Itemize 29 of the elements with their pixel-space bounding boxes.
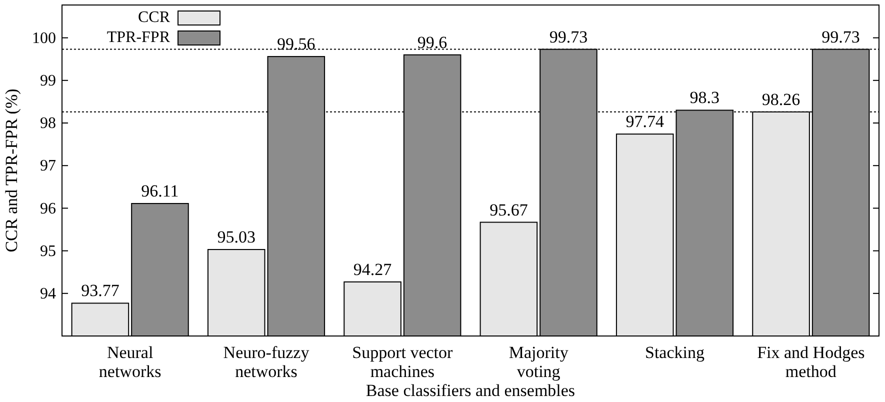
x-tick-label: Support vector machines [352, 343, 454, 381]
data-label: 99.73 [822, 27, 860, 46]
data-label: 99.6 [417, 32, 448, 52]
legend-label: CCR [138, 9, 170, 26]
data-label: 93.77 [81, 281, 120, 300]
data-label: 96.11 [141, 182, 179, 201]
y-axis-title: CCR and TPR-FPR (%) [2, 88, 21, 252]
y-tick-label: 98 [40, 115, 56, 132]
y-tick-label: 99 [40, 72, 56, 90]
y-tick-label: 100 [32, 30, 56, 47]
legend-label: TPR-FPR [106, 29, 170, 46]
x-tick-label: Majority voting [508, 343, 569, 381]
data-label: 99.73 [549, 27, 588, 46]
data-label: 95.03 [217, 228, 256, 247]
x-tick-label: Stacking [645, 343, 705, 362]
y-tick-label: 96 [40, 200, 56, 218]
data-label: 98.3 [690, 88, 720, 108]
x-tick-label: Neuro-fuzzy networks [223, 343, 310, 381]
x-tick-label: Fix and Hodges method [757, 343, 865, 381]
y-tick-label: 97 [40, 158, 56, 175]
data-label: 99.56 [277, 34, 316, 54]
x-tick-label: Neural networks [98, 343, 162, 381]
data-label: 98.26 [762, 90, 800, 109]
data-label: 95.67 [490, 200, 528, 220]
data-label: 94.27 [353, 260, 392, 279]
data-label: 97.74 [626, 112, 664, 132]
x-axis-title: Base classifiers and ensembles [366, 381, 576, 400]
y-tick-label: 95 [40, 242, 56, 260]
y-tick-label: 94 [40, 286, 56, 303]
